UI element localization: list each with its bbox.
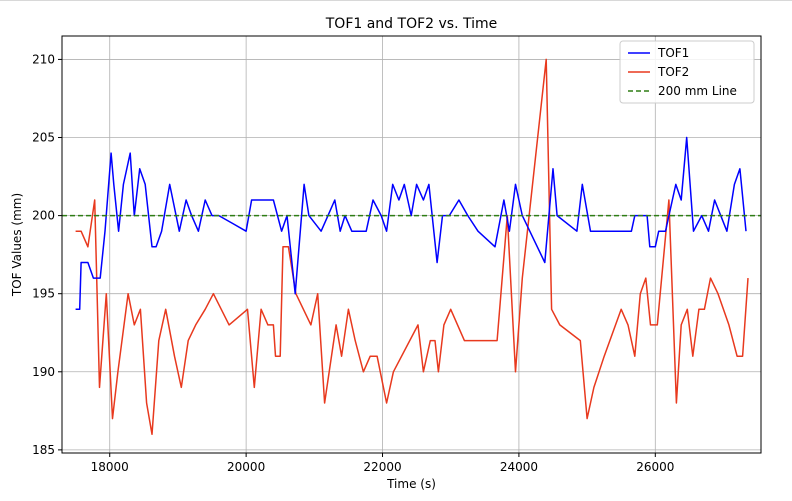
x-tick-label: 18000 bbox=[91, 460, 129, 474]
legend-label: TOF1 bbox=[657, 46, 689, 60]
legend-box bbox=[619, 40, 755, 104]
plot-area bbox=[62, 36, 761, 453]
x-axis: 18000 20000 22000 24000 26000 bbox=[91, 453, 674, 474]
y-tick-label: 200 bbox=[32, 209, 55, 223]
y-tick-label: 210 bbox=[32, 52, 55, 66]
x-tick-label: 26000 bbox=[636, 460, 674, 474]
plot-frame bbox=[61, 35, 762, 454]
y-tick-label: 205 bbox=[32, 131, 55, 145]
series-line-tof1 bbox=[75, 136, 747, 311]
grid bbox=[62, 36, 761, 453]
legend-label: 200 mm Line bbox=[658, 84, 737, 98]
x-tick-label: 24000 bbox=[500, 460, 538, 474]
y-tick-label: 195 bbox=[32, 287, 55, 301]
top-border bbox=[0, 0, 792, 1]
series-layer bbox=[62, 58, 761, 436]
legend: TOF1 TOF2 200 mm Line bbox=[619, 40, 755, 104]
y-axis-title: TOF Values (mm) bbox=[10, 193, 24, 297]
series-line-tof2 bbox=[75, 58, 749, 436]
chart-title: TOF1 and TOF2 vs. Time bbox=[325, 16, 498, 32]
x-axis-title: Time (s) bbox=[386, 477, 436, 491]
x-tick-label: 20000 bbox=[227, 460, 265, 474]
y-axis: 185 190 195 200 205 210 bbox=[32, 52, 62, 457]
x-tick-label: 22000 bbox=[363, 460, 401, 474]
y-tick-label: 190 bbox=[32, 365, 55, 379]
y-tick-label: 185 bbox=[32, 443, 55, 457]
legend-label: TOF2 bbox=[657, 65, 689, 79]
